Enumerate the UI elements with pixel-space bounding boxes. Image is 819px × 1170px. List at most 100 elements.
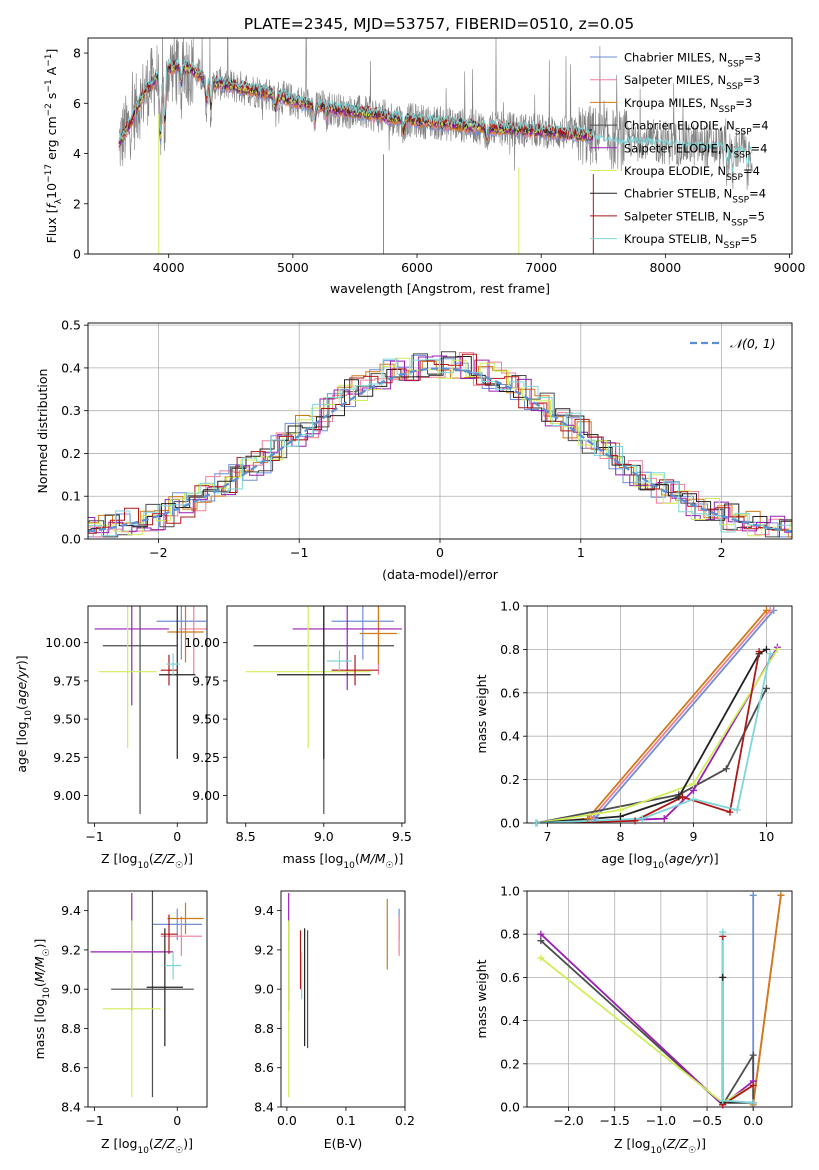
x-tick-label: 9000 bbox=[774, 260, 806, 275]
x-axis-label: age [log10(age/yr)] bbox=[601, 851, 718, 871]
label-segment: =5 bbox=[740, 232, 757, 246]
label-segment: mass [ bbox=[32, 1018, 47, 1060]
histogram-salpeter-miles bbox=[88, 352, 792, 538]
y-tick-label: 9.4 bbox=[254, 903, 274, 918]
label-segment: 10 bbox=[24, 710, 34, 722]
histogram-chabrier-elodie bbox=[88, 351, 792, 538]
y-axis-label: mass weight bbox=[474, 674, 489, 753]
weight-marker bbox=[719, 928, 727, 936]
y-tick-label: 8.8 bbox=[254, 1021, 274, 1036]
label-segment: s bbox=[44, 93, 59, 104]
weight-marker bbox=[777, 891, 785, 899]
y-tick-label: 9.0 bbox=[61, 982, 81, 997]
axes-frame bbox=[226, 605, 406, 824]
label-segment: ( bbox=[355, 851, 360, 866]
label-segment: )] bbox=[14, 655, 29, 665]
y-tick-label: 8.6 bbox=[254, 1060, 274, 1075]
plot-area bbox=[94, 606, 207, 814]
y-tick-label: 0.1 bbox=[61, 489, 81, 504]
y-tick-label: 9.75 bbox=[192, 673, 220, 688]
plot-area bbox=[527, 891, 792, 1107]
label-segment: =3 bbox=[743, 73, 760, 87]
weight-marker bbox=[616, 806, 624, 814]
chart-mass-vs-ebv: 0.0 0.1 0.2 8.4 8.6 8.8 9.0 9.2 9.4 E(B-V) bbox=[254, 890, 415, 1151]
y-tick-label: 9.25 bbox=[192, 750, 220, 765]
y-tick-label: 9.00 bbox=[53, 788, 81, 803]
x-tick-label: 9 bbox=[689, 829, 697, 844]
label-segment: M/M bbox=[32, 956, 47, 982]
x-tick-label: −1 bbox=[85, 829, 103, 844]
x-tick-label: 2 bbox=[718, 545, 726, 560]
label-segment: =4 bbox=[751, 141, 768, 155]
label-segment: )] bbox=[696, 1136, 706, 1151]
label-segment: log bbox=[633, 851, 652, 866]
x-tick-label: 8.5 bbox=[236, 829, 256, 844]
label-segment: Kroupa ELODIE, N bbox=[624, 164, 726, 178]
y-axis-label: age [log10(age/yr)] bbox=[14, 655, 34, 772]
chart-weight-vs-Z: −2.0 −1.5 −1.0 −0.5 0.0 0.0 0.2 0.4 0.6 0.8 1.0 Z [… bbox=[474, 884, 793, 1156]
weight-marker bbox=[762, 684, 770, 692]
label-segment: 10 bbox=[653, 861, 665, 871]
y-tick-label: 9.50 bbox=[192, 712, 220, 727]
weight-marker bbox=[755, 648, 763, 656]
normal-curve bbox=[88, 367, 792, 533]
label-segment: log bbox=[631, 1136, 650, 1151]
axes-frame bbox=[87, 322, 793, 540]
label-segment: 10 bbox=[650, 1146, 662, 1156]
weight-marker bbox=[689, 780, 697, 788]
label-segment: Z/Z bbox=[666, 1136, 689, 1151]
label-segment: SSP bbox=[719, 105, 736, 115]
y-tick-label: 0.4 bbox=[61, 360, 81, 375]
chart-residuals: −2 −1 0 1 2 0.0 0.1 0.2 0.3 0.4 0.5 (data-model)/er… bbox=[35, 318, 793, 582]
label-segment: =4 bbox=[752, 119, 769, 133]
label-segment: −17 bbox=[44, 164, 54, 183]
y-axis-label: Flux [fλ10−17 erg cm−2 s−1 A−1] bbox=[44, 49, 64, 244]
label-segment: Kroupa STELIB, N bbox=[624, 232, 724, 246]
plot-area bbox=[245, 606, 402, 814]
x-axis-label: wavelength [Angstrom, rest frame] bbox=[330, 281, 550, 296]
label-segment: 10 bbox=[137, 1146, 149, 1156]
plot-area bbox=[288, 892, 400, 1098]
weight-marker bbox=[678, 793, 686, 801]
weight-marker bbox=[749, 891, 757, 899]
label-segment: erg cm bbox=[44, 116, 59, 164]
plot-area bbox=[88, 323, 792, 539]
y-tick-label: 0.0 bbox=[500, 1100, 520, 1115]
x-tick-label: 5000 bbox=[277, 260, 309, 275]
label-segment: =3 bbox=[735, 96, 752, 110]
axes-frame bbox=[87, 605, 208, 824]
weight-marker bbox=[532, 819, 540, 827]
label-segment: f bbox=[44, 203, 59, 209]
y-tick-label: 0.2 bbox=[61, 446, 81, 461]
label-segment: log bbox=[118, 851, 137, 866]
legend-label: Chabrier MILES, NSSP=3 bbox=[624, 51, 761, 70]
y-tick-label: 8.8 bbox=[61, 1021, 81, 1036]
x-tick-label: 4000 bbox=[153, 260, 185, 275]
weight-marker bbox=[749, 1051, 757, 1059]
y-tick-label: 0.4 bbox=[500, 729, 520, 744]
y-tick-label: 0.4 bbox=[500, 1013, 520, 1028]
label-segment: Salpeter STELIB, N bbox=[624, 209, 731, 223]
label-segment: Salpeter ELODIE, N bbox=[624, 141, 734, 155]
label-segment: ☉ bbox=[386, 861, 394, 871]
label-segment: 10 bbox=[42, 987, 52, 999]
weight-marker bbox=[689, 786, 697, 794]
y-tick-label: 9.25 bbox=[53, 750, 81, 765]
y-tick-label: 8.4 bbox=[61, 1100, 81, 1115]
label-segment: )] bbox=[183, 851, 193, 866]
label-segment: Chabrier MILES, N bbox=[624, 51, 727, 65]
axes-frame bbox=[526, 890, 793, 1108]
x-tick-label: 10 bbox=[758, 829, 774, 844]
x-tick-label: 0 bbox=[173, 1113, 181, 1128]
x-tick-label: 6000 bbox=[401, 260, 433, 275]
axes-frame bbox=[280, 890, 406, 1108]
y-tick-label: 9.00 bbox=[192, 788, 220, 803]
label-segment: SSP bbox=[731, 218, 748, 228]
label-segment: log bbox=[32, 999, 47, 1018]
label-segment: Chabrier ELODIE, N bbox=[624, 119, 735, 133]
label-segment: Z [ bbox=[614, 1136, 631, 1151]
weight-marker bbox=[631, 817, 639, 825]
weight-line-kroupa-elodie bbox=[536, 648, 779, 823]
y-tick-label: 8.6 bbox=[61, 1060, 81, 1075]
